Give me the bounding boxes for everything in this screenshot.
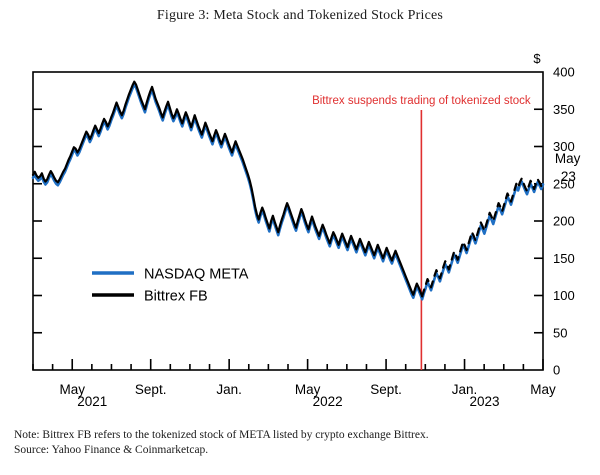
endpoint-label-line2: 23 [561,169,576,184]
chart-container: 0 50 100 150 200 250 300 350 400 $ May 2021 Sept. J… [0,30,600,415]
y-axis-tick-label: 400 [553,65,575,80]
series-line-bittrex-fb [31,80,424,298]
x-axis-month-label: Jan. [452,382,478,397]
legend-label-nasdaq-meta: NASDAQ META [144,267,249,283]
y-axis-ticks [33,108,543,334]
legend-label-bittrex-fb: Bittrex FB [144,289,208,305]
endpoint-label-line1: May [555,151,581,166]
chart-legend: NASDAQ META Bittrex FB [92,267,249,305]
series-end-label: May 23 [555,151,581,184]
y-axis-tick-label: 150 [553,251,575,266]
x-axis-month-label: Sept. [370,382,402,397]
y-axis-tick-labels: 0 50 100 150 200 250 300 350 400 [553,65,575,378]
x-axis-year-label: 2023 [470,394,500,409]
y-axis-unit-label: $ [533,51,541,66]
y-axis-tick-label: 250 [553,176,575,191]
y-axis-tick-label: 300 [553,139,575,154]
x-axis-year-label: 2022 [313,394,343,409]
y-axis-tick-label: 100 [553,288,575,303]
x-axis-month-label: May [59,382,85,397]
note-text: Note: Bittrex FB refers to the tokenized… [14,429,429,441]
plot-frame [32,71,544,371]
x-axis-ticks [32,359,544,370]
series-line-nasdaq-meta [31,83,545,301]
y-axis-tick-label: 0 [553,363,560,378]
x-axis-month-label: May [295,382,321,397]
annotation-bittrex-suspension: Bittrex suspends trading of tokenized st… [312,95,531,107]
footer-notes: Note: Bittrex FB refers to the tokenized… [14,428,584,458]
x-axis-month-label: Sept. [135,382,167,397]
y-axis-tick-label: 200 [553,214,575,229]
y-axis-tick-label: 50 [553,325,567,340]
x-axis-month-label: Jan. [216,382,242,397]
series-line-bittrex-fb-sparse [421,177,545,298]
source-text: Source: Yahoo Finance & Coinmarketcap. [14,444,209,456]
figure-title: Figure 3: Meta Stock and Tokenized Stock… [156,8,444,23]
y-axis-tick-label: 350 [553,102,575,117]
x-axis-year-label: 2021 [77,394,107,409]
x-axis-month-label: May [530,382,556,397]
series-lines [31,80,545,301]
